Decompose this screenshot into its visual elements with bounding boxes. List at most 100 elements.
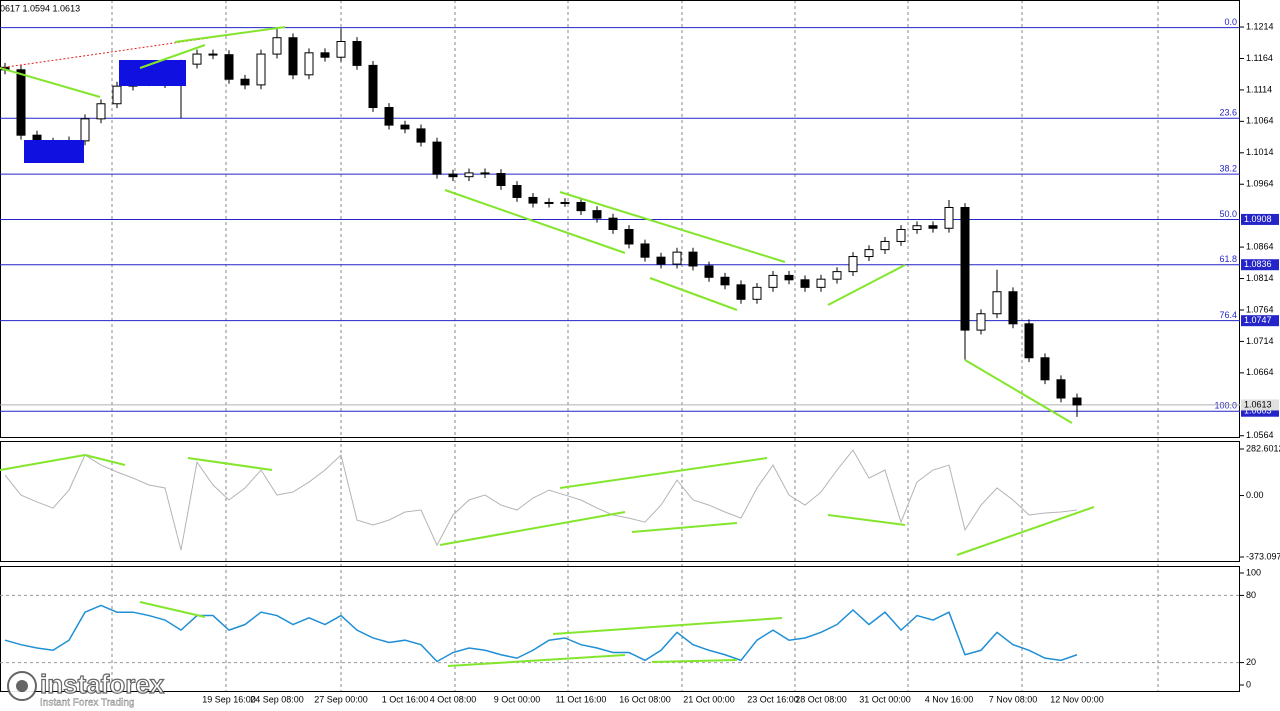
marks: 1.1214 1.1164 1.1114 1.1064 1.1014 1.0964 1.08… (0, 17, 1280, 704)
candle-body (768, 274, 778, 288)
candle-body (384, 107, 394, 126)
candle-body (992, 291, 1002, 315)
candle-body (368, 64, 378, 109)
candle-body (928, 225, 938, 229)
candle-body (800, 279, 810, 288)
y-tick-label: 1.0664 (1246, 367, 1274, 377)
price-tag (1241, 405, 1279, 417)
candle-body (880, 240, 890, 251)
candle-body (336, 40, 346, 58)
candle-body (960, 206, 970, 331)
candle-body (1040, 357, 1050, 381)
y-tick-label: 1.1014 (1246, 147, 1274, 157)
x-tick-label: 23 Oct 16:00 (747, 694, 799, 704)
x-tick-label: 31 Oct 00:00 (859, 694, 911, 704)
candle-body (720, 276, 730, 286)
current-price-label: 1.0613 (1244, 399, 1272, 409)
candle-body (944, 206, 954, 229)
time-grid (111, 0, 1159, 692)
candle-body (592, 210, 602, 219)
price-tag-label: 1.0836 (1244, 259, 1272, 269)
candle-body (272, 37, 282, 55)
x-tick-label: 19 Sep 16:00 (202, 694, 256, 704)
x-tick-label: 7 Nov 08:00 (989, 694, 1038, 704)
y-tick-label: 282.6012 (1246, 443, 1280, 453)
candle-body (736, 284, 746, 300)
candle-body (208, 53, 218, 56)
y-tick-label: 20 (1246, 657, 1256, 667)
candle-body (832, 271, 842, 280)
y-tick-label: 1.1214 (1246, 21, 1274, 31)
candle-body (560, 201, 570, 204)
x-tick-label: 21 Oct 00:00 (683, 694, 735, 704)
y-tick-label: 1.0714 (1246, 336, 1274, 346)
candle-body (1072, 397, 1082, 406)
candle-body (464, 172, 474, 178)
fib-label: 23.6 (1219, 108, 1237, 118)
price-tag (1241, 213, 1279, 225)
trend-lines (0, 26, 1095, 667)
candle-body (576, 201, 586, 212)
candle-body (240, 78, 250, 86)
candle-body (1008, 291, 1018, 325)
candle-body (432, 141, 442, 175)
candle-body (192, 53, 202, 65)
candle-body (480, 172, 490, 175)
candle-body (528, 196, 538, 204)
fib-label: 0.0 (1224, 17, 1237, 27)
y-tick-label: 0 (1246, 679, 1251, 689)
price-tag-label: 1.0603 (1244, 406, 1272, 416)
price-tag-label: 1.0908 (1244, 214, 1272, 224)
candle-body (448, 173, 458, 178)
x-tick-label: 28 Oct 08:00 (795, 694, 847, 704)
candle-body (1024, 323, 1034, 359)
candle-body (816, 278, 826, 288)
candle-body (784, 274, 794, 281)
current-price-tag (1241, 399, 1279, 411)
candle-body (624, 229, 634, 245)
price-tag (1241, 259, 1279, 271)
y-tick-label: 1.0764 (1246, 304, 1274, 314)
candle-body (544, 201, 554, 204)
candle-body (96, 103, 106, 120)
fib-label: 38.2 (1219, 164, 1237, 174)
candle-body (672, 251, 682, 265)
y-tick-label: 1.1064 (1246, 116, 1274, 126)
x-tick-label: 24 Sep 08:00 (250, 694, 304, 704)
y-tick-label: 1.1114 (1246, 84, 1272, 94)
indicator-line (4, 449, 1078, 551)
candle-body (976, 313, 986, 331)
candle-body (1056, 379, 1066, 399)
x-tick-label: 9 Oct 00:00 (494, 694, 541, 704)
candle-body (112, 85, 122, 105)
indicator-line (4, 604, 1078, 663)
candle-body (512, 184, 522, 198)
y-tick-label: 0.00 (1246, 490, 1264, 500)
fib-label: 50.0 (1219, 209, 1237, 219)
watermark: instaforex Instant Forex Trading (7, 668, 165, 709)
candle-body (80, 118, 90, 142)
candle-body (288, 37, 298, 76)
watermark-tagline: Instant Forex Trading (40, 698, 135, 709)
candle-body (912, 225, 922, 231)
y-tick-label: 100 (1246, 567, 1261, 577)
watermark-brand: instaforex (40, 669, 165, 699)
candle-body (640, 243, 650, 258)
candle-body (320, 52, 330, 58)
y-tick-label: 1.0964 (1246, 179, 1274, 189)
candle-body (752, 286, 762, 300)
price-tag-label: 1.0747 (1244, 315, 1272, 325)
chart-title: 0617 1.0594 1.0613 (0, 3, 80, 13)
y-tick-label: 1.1164 (1246, 53, 1273, 63)
x-tick-label: 16 Oct 08:00 (619, 694, 671, 704)
candle-body (400, 124, 410, 130)
candle-body (608, 217, 618, 231)
candle-body (416, 128, 426, 143)
price-tag (1241, 315, 1279, 327)
x-tick-label: 4 Nov 16:00 (925, 694, 974, 704)
x-tick-label: 27 Sep 00:00 (314, 694, 368, 704)
y-tick-label: 1.0564 (1246, 430, 1274, 440)
y-tick-label: 1.0814 (1246, 273, 1274, 283)
